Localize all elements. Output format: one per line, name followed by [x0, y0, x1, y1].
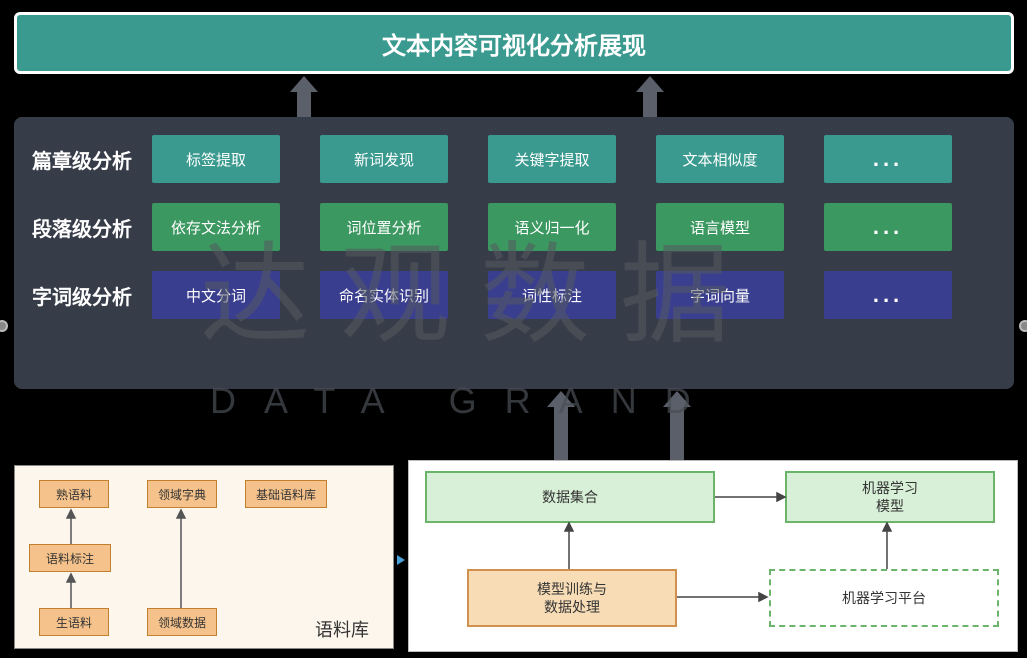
- header-title: 文本内容可视化分析展现: [382, 26, 646, 61]
- analysis-cell: 词位置分析: [320, 203, 448, 251]
- analysis-cell: 标签提取: [152, 135, 280, 183]
- analysis-cell: 依存文法分析: [152, 203, 280, 251]
- box-lingyusj: 领域数据: [147, 608, 217, 636]
- box-sheng: 生语料: [39, 608, 109, 636]
- analysis-cell: 语义归一化: [488, 203, 616, 251]
- row-word: 字词级分析 中文分词命名实体识别词性标注字词向量...: [32, 271, 996, 319]
- corpus-label: 语料库: [315, 616, 369, 642]
- analysis-cell: ...: [824, 203, 952, 251]
- analysis-cell: ...: [824, 135, 952, 183]
- analysis-cell: ...: [824, 271, 952, 319]
- analysis-cell: 关键字提取: [488, 135, 616, 183]
- box-training: 模型训练与数据处理: [467, 569, 677, 627]
- box-ml-model: 机器学习模型: [785, 471, 995, 523]
- row-label: 篇章级分析: [32, 145, 152, 174]
- box-jichu: 基础语料库: [245, 480, 327, 508]
- analysis-cell: 新词发现: [320, 135, 448, 183]
- box-ml-platform: 机器学习平台: [769, 569, 999, 627]
- edge-dot-icon: [0, 320, 8, 332]
- corpus-panel: 熟语料 领域字典 基础语料库 语料标注 生语料 领域数据 语料库: [14, 465, 394, 649]
- link-arrow-icon: [397, 555, 405, 565]
- analysis-cell: 语言模型: [656, 203, 784, 251]
- row-article: 篇章级分析 标签提取新词发现关键字提取文本相似度...: [32, 135, 996, 183]
- ml-panel: 数据集合 机器学习模型 模型训练与数据处理 机器学习平台: [408, 460, 1018, 652]
- box-biaozhu: 语料标注: [29, 544, 111, 572]
- row-paragraph: 段落级分析 依存文法分析词位置分析语义归一化语言模型...: [32, 203, 996, 251]
- analysis-panel: 篇章级分析 标签提取新词发现关键字提取文本相似度... 段落级分析 依存文法分析…: [14, 117, 1014, 389]
- analysis-cell: 中文分词: [152, 271, 280, 319]
- row-label: 段落级分析: [32, 213, 152, 242]
- edge-dot-icon: [1019, 320, 1027, 332]
- header-banner: 文本内容可视化分析展现: [14, 12, 1014, 74]
- box-shu: 熟语料: [39, 480, 109, 508]
- row-label: 字词级分析: [32, 281, 152, 310]
- analysis-cell: 词性标注: [488, 271, 616, 319]
- box-dataset: 数据集合: [425, 471, 715, 523]
- analysis-cell: 字词向量: [656, 271, 784, 319]
- box-lingyuzd: 领域字典: [147, 480, 217, 508]
- analysis-cell: 命名实体识别: [320, 271, 448, 319]
- analysis-cell: 文本相似度: [656, 135, 784, 183]
